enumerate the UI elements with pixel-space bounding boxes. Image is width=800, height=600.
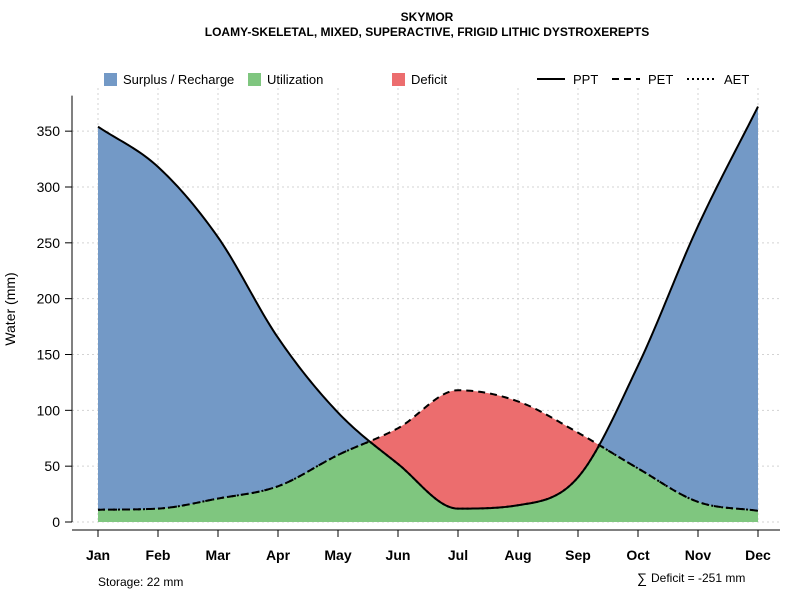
chart-title: SKYMOR <box>401 10 454 24</box>
x-tick-label-jul: Jul <box>448 547 468 563</box>
deficit-annotation: Deficit = -251 mm <box>651 571 745 585</box>
x-tick-label-nov: Nov <box>685 547 712 563</box>
series-lines <box>97 106 759 512</box>
legend-swatch-utilization <box>248 73 261 86</box>
legend-swatch-surplus <box>104 73 117 86</box>
chart-subtitle: LOAMY-SKELETAL, MIXED, SUPERACTIVE, FRIG… <box>205 25 649 39</box>
deficit-sum-symbol: ∑ <box>637 570 647 586</box>
areas <box>98 106 758 522</box>
legend-label-surplus: Surplus / Recharge <box>123 72 234 87</box>
storage-annotation: Storage: 22 mm <box>98 575 183 589</box>
legend: Surplus / Recharge Utilization Deficit P… <box>104 72 749 87</box>
series-line-aet <box>97 441 759 512</box>
x-tick-label-dec: Dec <box>745 547 771 563</box>
x-tick-label-mar: Mar <box>206 547 231 563</box>
area-surplus-recharge <box>98 106 758 522</box>
x-tick-label-sep: Sep <box>565 547 591 563</box>
legend-label-deficit: Deficit <box>411 72 448 87</box>
x-tick-label-feb: Feb <box>146 547 171 563</box>
y-tick-label-3: 150 <box>37 346 61 362</box>
legend-swatch-deficit <box>392 73 405 86</box>
legend-label-aet: AET <box>724 72 749 87</box>
y-tick-label-7: 350 <box>37 123 61 139</box>
x-tick-label-jan: Jan <box>86 547 110 563</box>
x-tick-label-apr: Apr <box>266 547 291 563</box>
legend-label-utilization: Utilization <box>267 72 323 87</box>
x-tick-label-aug: Aug <box>504 547 531 563</box>
y-tick-label-4: 200 <box>37 291 61 307</box>
x-tick-label-may: May <box>324 547 351 563</box>
y-tick-label-6: 300 <box>37 179 61 195</box>
x-tick-label-jun: Jun <box>386 547 411 563</box>
y-tick-label-5: 250 <box>37 235 61 251</box>
legend-label-pet: PET <box>648 72 673 87</box>
legend-label-ppt: PPT <box>573 72 598 87</box>
x-tick-label-oct: Oct <box>626 547 650 563</box>
axes: 0 50 100 150 200 250 300 350 Jan Feb Mar Apr May Jun J… <box>37 95 780 563</box>
area-deficit <box>98 390 758 511</box>
area-utilization <box>98 442 758 522</box>
plot-area: 0 50 100 150 200 250 300 350 Jan Feb Mar Apr May Jun J… <box>37 88 780 563</box>
y-axis-label: Water (mm) <box>2 272 18 345</box>
y-tick-label-0: 0 <box>52 514 60 530</box>
y-tick-label-2: 100 <box>37 402 61 418</box>
y-tick-label-1: 50 <box>44 458 60 474</box>
